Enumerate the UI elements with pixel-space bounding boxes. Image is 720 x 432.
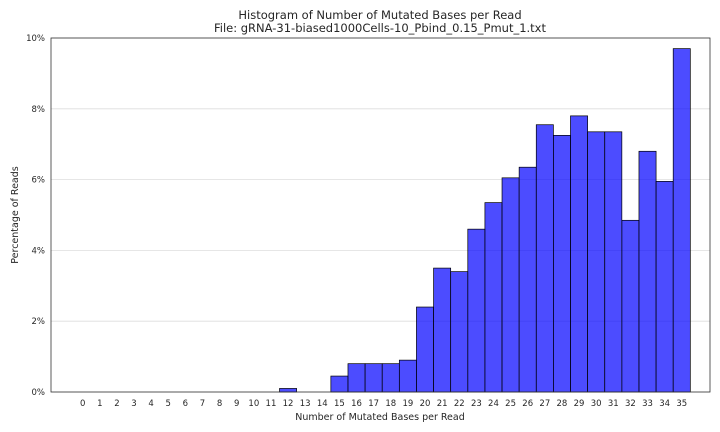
x-tick-label: 35 xyxy=(676,399,687,409)
x-tick-label: 7 xyxy=(200,399,205,409)
bar-32 xyxy=(621,219,640,393)
bar-16 xyxy=(347,363,366,393)
bar-17 xyxy=(364,363,383,393)
x-tick-label: 2 xyxy=(114,399,119,409)
plot-frame xyxy=(50,37,711,393)
bar-23 xyxy=(467,228,486,393)
bar-19 xyxy=(398,359,417,393)
bar-21 xyxy=(433,267,452,393)
x-tick-label: 0 xyxy=(80,399,85,409)
bar-26 xyxy=(518,166,537,393)
x-tick-label: 21 xyxy=(437,399,448,409)
x-tick-label: 30 xyxy=(591,399,602,409)
x-tick-label: 4 xyxy=(148,399,153,409)
bar-30 xyxy=(587,131,606,393)
x-tick-label: 27 xyxy=(539,399,550,409)
x-tick-label: 12 xyxy=(283,399,294,409)
y-tick-labels: 0% 2% 4% 6% 8% 10% xyxy=(26,34,45,398)
bar-20 xyxy=(416,306,434,393)
x-tick-label: 8 xyxy=(217,399,222,409)
x-tick-label: 20 xyxy=(420,399,431,409)
x-tick-label: 32 xyxy=(625,399,636,409)
chart-subtitle: File: gRNA-31-biased1000Cells-10_Pbind_0… xyxy=(214,21,547,35)
x-tick-label: 16 xyxy=(351,399,362,409)
bar-18 xyxy=(381,363,400,393)
bars xyxy=(279,48,691,393)
bar-28 xyxy=(553,135,571,393)
chart-title: Histogram of Number of Mutated Bases per… xyxy=(238,8,521,22)
bar-33 xyxy=(638,150,657,393)
x-tick-label: 28 xyxy=(557,399,568,409)
bar-34 xyxy=(655,181,674,393)
bar-31 xyxy=(604,131,623,393)
x-tick-label: 29 xyxy=(574,399,585,409)
x-tick-label: 15 xyxy=(334,399,345,409)
x-tick-label: 13 xyxy=(300,399,311,409)
x-tick-label: 1 xyxy=(97,399,102,409)
x-tick-label: 22 xyxy=(454,399,465,409)
x-tick-label: 24 xyxy=(488,399,499,409)
x-tick-label: 26 xyxy=(522,399,533,409)
x-tick-label: 25 xyxy=(505,399,516,409)
x-tick-label: 11 xyxy=(266,399,277,409)
x-tick-label: 18 xyxy=(385,399,396,409)
x-tick-label: 10 xyxy=(248,399,259,409)
bar-22 xyxy=(450,271,469,393)
y-tick-label: 2% xyxy=(32,317,46,327)
x-tick-label: 34 xyxy=(659,399,670,409)
bar-15 xyxy=(330,375,349,393)
y-tick-label: 10% xyxy=(26,34,45,44)
x-tick-label: 3 xyxy=(131,399,136,409)
x-tick-label: 23 xyxy=(471,399,482,409)
x-tick-label: 33 xyxy=(642,399,653,409)
y-tick-label: 8% xyxy=(32,105,46,115)
x-tick-label: 31 xyxy=(608,399,619,409)
y-tick-label: 6% xyxy=(32,176,46,186)
x-axis-label: Number of Mutated Bases per Read xyxy=(295,412,465,423)
x-tick-labels: 0 1 2 3 4 5 6 7 8 9 10 11 12 13 14 15 16 17 18 19 20 21 22 23 24… xyxy=(80,399,687,409)
x-tick-label: 5 xyxy=(166,399,171,409)
bar-25 xyxy=(501,177,520,393)
x-tick-label: 6 xyxy=(183,399,188,409)
y-tick-label: 4% xyxy=(32,246,46,256)
bar-12 xyxy=(279,388,297,393)
x-tick-label: 9 xyxy=(234,399,239,409)
x-tick-label: 17 xyxy=(368,399,379,409)
bar-29 xyxy=(570,115,588,393)
x-tick-label: 14 xyxy=(317,399,328,409)
bar-35 xyxy=(672,48,691,393)
x-tick-label: 19 xyxy=(402,399,413,409)
bar-27 xyxy=(535,124,554,393)
y-tick-label: 0% xyxy=(32,388,46,398)
y-axis-label: Percentage of Reads xyxy=(10,166,21,264)
bar-24 xyxy=(484,202,503,393)
